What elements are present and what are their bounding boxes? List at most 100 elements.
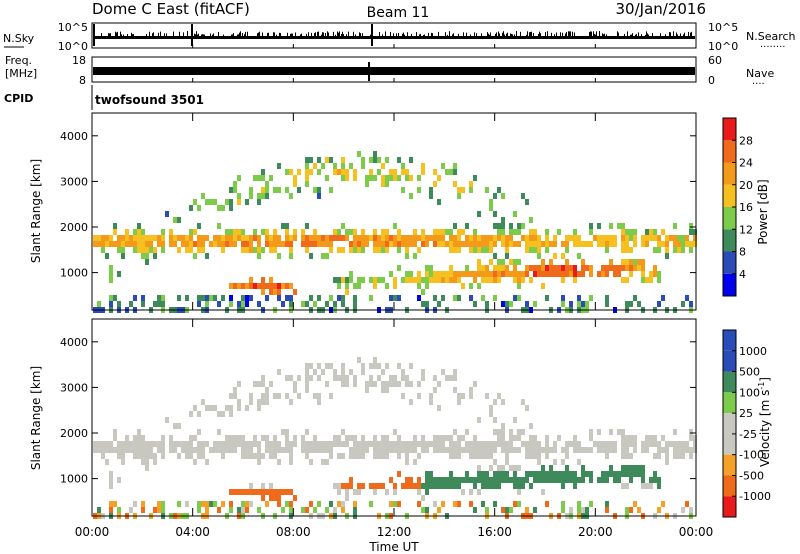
power-colorbar-tick-label: 12: [739, 223, 753, 236]
power-cell: [385, 229, 389, 235]
velocity-cell: [489, 453, 493, 459]
power-cell: [237, 235, 241, 241]
velocity-cell: [293, 387, 297, 393]
power-cell: [621, 235, 625, 241]
velocity-cell: [277, 501, 281, 507]
nsky-mark: [428, 32, 429, 36]
power-cell: [213, 199, 217, 205]
power-cell: [525, 199, 529, 205]
power-cell: [93, 241, 97, 247]
velocity-cell: [229, 393, 233, 399]
velocity-cell: [401, 441, 405, 447]
velocity-cell: [653, 453, 657, 459]
velocity-cell: [337, 489, 341, 495]
power-cell: [681, 235, 685, 241]
power-cell: [481, 241, 485, 247]
velocity-cell: [333, 435, 337, 441]
velocity-cell: [261, 453, 265, 459]
nsky-mark: [306, 33, 307, 36]
velocity-cell: [361, 447, 365, 453]
velocity-cell: [557, 471, 561, 477]
velocity-cell: [365, 381, 369, 387]
power-cell: [269, 247, 273, 253]
power-cell: [673, 223, 677, 229]
velocity-cell: [449, 477, 453, 483]
velocity-colorbar-swatch: [723, 371, 736, 393]
velocity-cell: [305, 441, 309, 447]
velocity-cell: [325, 507, 329, 513]
velocity-cell: [317, 441, 321, 447]
power-cell: [477, 241, 481, 247]
power-cell: [397, 229, 401, 235]
velocity-cell: [413, 459, 417, 465]
velocity-cell: [349, 435, 353, 441]
velocity-cell: [477, 465, 481, 471]
velocity-cell: [589, 447, 593, 453]
power-cell: [229, 283, 233, 289]
velocity-cell: [341, 501, 345, 507]
velocity-cell: [345, 489, 349, 495]
power-cell: [645, 241, 649, 247]
power-cell: [573, 235, 577, 241]
velocity-cell: [357, 483, 361, 489]
velocity-cell: [589, 429, 593, 435]
power-cell: [545, 241, 549, 247]
power-cell: [145, 259, 149, 265]
power-cell: [437, 229, 441, 235]
velocity-cell: [137, 453, 141, 459]
velocity-cell: [529, 483, 533, 489]
nsky-mark: [213, 33, 214, 36]
nsky-mark: [197, 34, 198, 36]
velocity-cell: [341, 483, 345, 489]
power-cell: [457, 229, 461, 235]
power-cell: [657, 271, 661, 277]
velocity-cell: [169, 435, 173, 441]
power-cell: [617, 265, 621, 271]
power-cell: [421, 235, 425, 241]
power-cell: [393, 169, 397, 175]
y-tick-label: 1000: [60, 267, 88, 280]
power-cell: [561, 271, 565, 277]
power-cell: [653, 271, 657, 277]
velocity-cell: [201, 453, 205, 459]
power-cell: [441, 271, 445, 277]
nsky-mark: [502, 32, 503, 36]
nsky-mark: [556, 32, 557, 36]
power-cell: [241, 295, 245, 301]
velocity-cell: [577, 459, 581, 465]
velocity-cell: [265, 441, 269, 447]
power-cell: [549, 241, 553, 247]
power-cell: [209, 295, 213, 301]
velocity-cell: [657, 441, 661, 447]
velocity-cell: [273, 489, 277, 495]
velocity-cell: [481, 501, 485, 507]
power-cell: [637, 265, 641, 271]
power-cell: [537, 271, 541, 277]
velocity-cell: [141, 453, 145, 459]
velocity-cell: [261, 399, 265, 405]
nsky-mark: [244, 34, 245, 36]
y-tick-label: 1000: [60, 473, 88, 486]
nsky-mark: [638, 32, 639, 36]
nsky-mark: [300, 34, 301, 36]
velocity-cell: [505, 471, 509, 477]
velocity-cell: [301, 435, 305, 441]
velocity-cell: [453, 441, 457, 447]
power-cell: [673, 235, 677, 241]
power-cell: [537, 241, 541, 247]
velocity-cell: [97, 507, 101, 513]
nsky-mark: [540, 33, 541, 36]
velocity-cell: [469, 441, 473, 447]
power-cell: [561, 241, 565, 247]
velocity-cell: [385, 381, 389, 387]
power-cell: [565, 259, 569, 265]
velocity-cell: [313, 393, 317, 399]
velocity-cell: [329, 441, 333, 447]
velocity-cell: [433, 477, 437, 483]
velocity-cell: [453, 477, 457, 483]
velocity-cell: [377, 375, 381, 381]
velocity-cell: [225, 435, 229, 441]
nsky-mark: [274, 32, 275, 36]
power-cell: [265, 229, 269, 235]
velocity-cell: [589, 477, 593, 483]
